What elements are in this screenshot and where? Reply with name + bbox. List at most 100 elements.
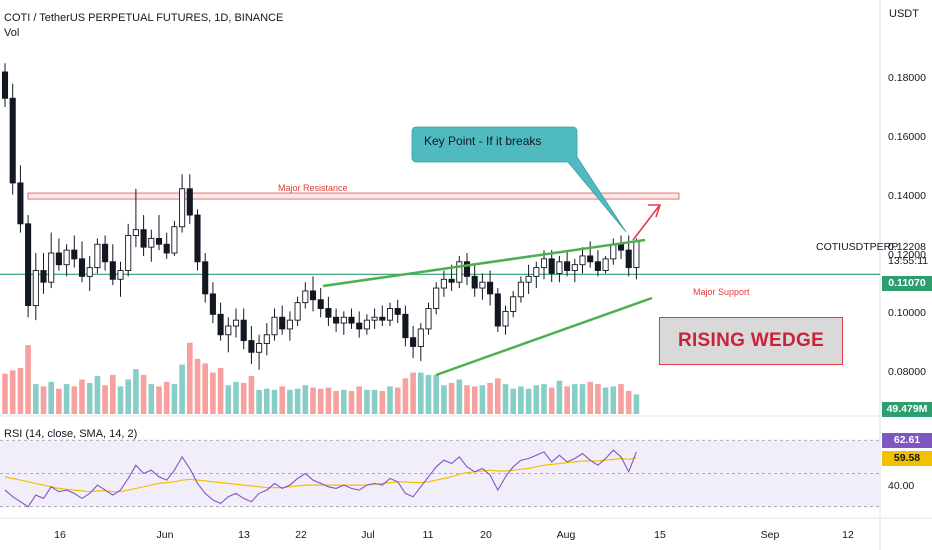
candle-body <box>440 278 447 289</box>
rsi-line <box>4 449 637 508</box>
candle-body <box>225 325 232 336</box>
candle-body <box>294 302 301 321</box>
candle-body <box>155 237 163 245</box>
volume-bar <box>425 374 432 414</box>
countdown-label: 13:55:11 <box>888 255 929 267</box>
volume-bar <box>510 388 516 414</box>
resistance-label: Major Resistance <box>278 183 348 193</box>
candle-body <box>125 235 132 271</box>
candle-body <box>17 182 24 225</box>
volume-bar <box>625 391 632 414</box>
candle-body <box>348 316 355 324</box>
volume-bar <box>94 376 101 414</box>
volume-bar <box>63 384 70 414</box>
x-tick: 20 <box>480 529 492 541</box>
candle-body <box>517 281 524 298</box>
volume-bar <box>33 384 39 414</box>
candle-body <box>48 252 55 283</box>
candle-body <box>32 270 39 307</box>
volume-bar <box>240 382 247 414</box>
volume-bar <box>163 381 170 414</box>
candle-body <box>487 281 494 295</box>
volume-bar <box>333 391 339 414</box>
volume-bar <box>248 376 255 414</box>
volume-bar <box>210 372 216 414</box>
volume-bar <box>602 387 609 414</box>
volume-bar <box>325 387 332 414</box>
candle-body <box>63 249 70 266</box>
candle-body <box>109 261 116 280</box>
volume-bar <box>356 386 362 414</box>
volume-bar <box>202 363 208 414</box>
callout-text: Key Point - If it breaks <box>424 134 542 148</box>
candle-body <box>132 229 139 236</box>
volume-bar <box>479 385 486 414</box>
volume-bar <box>348 391 355 414</box>
candle-body <box>479 281 486 289</box>
volume-bar <box>441 385 447 414</box>
candle-body <box>171 226 178 254</box>
volume-bar <box>548 387 555 414</box>
candle-body <box>456 261 463 283</box>
candle-body <box>463 261 471 277</box>
volume-bar <box>402 378 409 414</box>
volume-bar <box>133 369 139 414</box>
volume-bar <box>587 381 593 414</box>
volume-bar <box>48 381 54 414</box>
candle-body <box>340 316 347 324</box>
volume-bar <box>86 382 93 414</box>
volume-bar <box>25 345 31 414</box>
candle-body <box>194 214 201 263</box>
candle-body <box>1 71 9 99</box>
volume-bar <box>387 386 393 414</box>
candle-body <box>240 319 247 342</box>
volume-bar <box>525 388 532 414</box>
volume-bar <box>279 386 285 414</box>
candle-body <box>433 287 440 309</box>
candle-body <box>271 316 278 336</box>
candle-body <box>533 267 540 277</box>
volume-bar <box>125 379 131 414</box>
x-tick: Aug <box>556 529 576 541</box>
candle-body <box>425 308 432 330</box>
volume-bar <box>541 384 547 414</box>
candle-body <box>410 337 417 347</box>
rsi-label: RSI (14, close, SMA, 14, 2) <box>4 428 138 440</box>
candle-body <box>302 290 309 304</box>
candle-body <box>587 255 594 263</box>
volume-bar <box>618 384 624 414</box>
volume-value-badge: 49.479M <box>882 402 932 417</box>
candle-body <box>602 258 609 271</box>
candle-body <box>325 308 332 318</box>
x-tick: 13 <box>238 529 250 541</box>
candle-body <box>163 243 170 254</box>
volume-bar <box>471 386 478 414</box>
candle-body <box>217 313 224 336</box>
volume-bar <box>448 382 455 414</box>
candle-body <box>256 343 263 353</box>
volume-bar <box>171 384 178 414</box>
candle-body <box>263 334 270 344</box>
rsi-sma-line <box>4 456 637 493</box>
support-price-badge: 0.11070 <box>882 276 932 291</box>
y-tick: 0.12000 <box>888 249 926 261</box>
volume-bar <box>179 364 185 414</box>
rsi-value-badge: 62.61 <box>882 433 932 448</box>
symbol-label: COTIUSDTPERP <box>816 241 899 253</box>
candle-body <box>356 322 363 330</box>
volume-bar <box>148 384 155 414</box>
breakout-arrowhead <box>648 204 662 218</box>
rising-wedge-box: RISING WEDGE <box>659 317 843 365</box>
candle-body <box>394 308 401 315</box>
volume-bar <box>410 372 416 414</box>
candle-body <box>540 258 548 269</box>
candle-body <box>232 319 240 327</box>
candle-body <box>610 243 617 260</box>
breakout-arrow <box>632 205 660 241</box>
volume-bar <box>194 358 201 414</box>
x-tick: 16 <box>54 529 66 541</box>
candle-body <box>186 188 193 216</box>
volume-bar <box>117 386 124 414</box>
volume-bar <box>518 386 524 414</box>
